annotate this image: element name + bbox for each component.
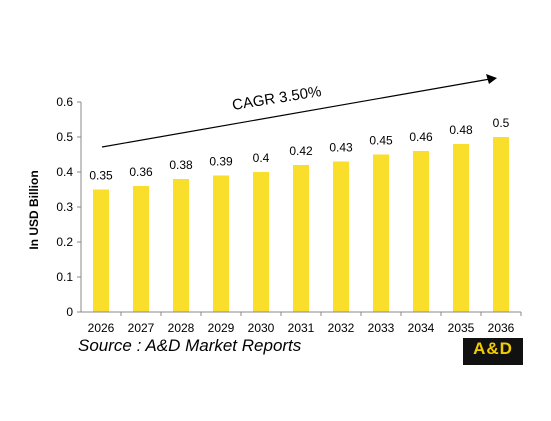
y-tick-label: 0.6	[56, 95, 73, 109]
y-tick-label: 0.5	[56, 130, 73, 144]
y-tick-label: 0.1	[56, 270, 73, 284]
ad-logo: A&D	[463, 338, 523, 366]
cagr-annotation: CAGR 3.50%	[231, 83, 323, 114]
data-labels: 0.35 0.36 0.38 0.39 0.4 0.42 0.43 0.45 0.46 0.48 0…	[89, 116, 509, 183]
bar-2034	[413, 151, 429, 312]
cagr-arrow	[101, 74, 497, 148]
bars	[93, 137, 509, 312]
x-tick-label-2035: 2035	[448, 321, 475, 335]
bar-2032	[333, 161, 349, 312]
bar-2036	[493, 137, 509, 312]
data-label-2027: 0.36	[129, 165, 153, 179]
bar-2031	[293, 165, 309, 312]
x-axis-ticks: 2026 2027 2028 2029 2030 2031 2032 2033 2034 2035…	[88, 312, 522, 335]
bar-2033	[373, 154, 389, 312]
bar-2035	[453, 144, 469, 312]
logo-text: A&D	[473, 339, 513, 358]
x-tick-label-2031: 2031	[288, 321, 315, 335]
bar-2028	[173, 179, 189, 312]
data-label-2030: 0.4	[253, 151, 270, 165]
y-tick-label: 0	[66, 305, 73, 319]
data-label-2036: 0.5	[493, 116, 510, 130]
bar-2027	[133, 186, 149, 312]
data-label-2034: 0.46	[409, 130, 433, 144]
data-label-2033: 0.45	[369, 134, 393, 148]
data-label-2032: 0.43	[329, 141, 353, 155]
bar-2026	[93, 189, 109, 312]
y-tick-label: 0.3	[56, 200, 73, 214]
x-tick-label-2026: 2026	[88, 321, 115, 335]
x-tick-label-2029: 2029	[208, 321, 235, 335]
bar-2030	[253, 172, 269, 312]
data-label-2029: 0.39	[209, 155, 233, 169]
data-label-2035: 0.48	[449, 123, 473, 137]
x-tick-label-2033: 2033	[368, 321, 395, 335]
x-tick-label-2032: 2032	[328, 321, 355, 335]
y-tick-label: 0.2	[56, 235, 73, 249]
data-label-2026: 0.35	[89, 169, 113, 183]
x-tick-label-2034: 2034	[408, 321, 435, 335]
x-tick-label-2036: 2036	[488, 321, 515, 335]
bar-2029	[213, 175, 229, 312]
x-tick-label-2030: 2030	[248, 321, 275, 335]
y-axis-ticks: 0 0.1 0.2 0.3 0.4 0.5 0.6	[56, 95, 81, 319]
data-label-2028: 0.38	[169, 158, 193, 172]
x-tick-label-2028: 2028	[168, 321, 195, 335]
data-label-2031: 0.42	[289, 144, 313, 158]
source-caption: Source : A&D Market Reports	[78, 336, 302, 355]
y-tick-label: 0.4	[56, 165, 73, 179]
y-axis-label: In USD Billion	[27, 170, 41, 249]
x-tick-label-2027: 2027	[128, 321, 155, 335]
